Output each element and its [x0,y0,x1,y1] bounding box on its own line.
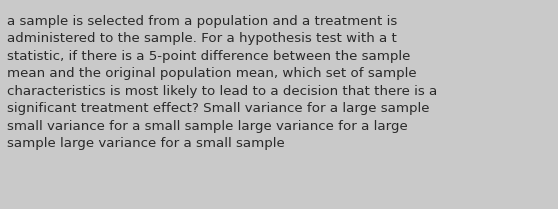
Text: a sample is selected from a population and a treatment is
administered to the sa: a sample is selected from a population a… [7,15,437,150]
